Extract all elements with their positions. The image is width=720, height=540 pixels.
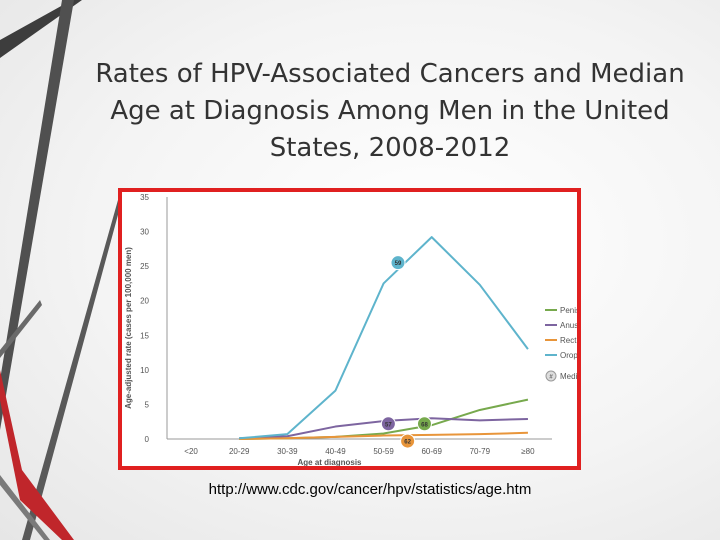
legend-label: Oropharynx [560,351,577,360]
median-marker-label: 62 [404,440,411,446]
legend-label: Anus [560,321,577,330]
median-marker-label: 59 [395,261,402,267]
x-tick-label: 50-59 [373,447,394,456]
deco-stripe-dark-4 [0,300,42,358]
source-url[interactable]: http://www.cdc.gov/cancer/hpv/statistics… [208,481,532,498]
y-tick-label: 20 [140,297,149,306]
x-tick-label: <20 [184,447,198,456]
deco-stripe-dark-3 [0,0,74,430]
x-tick-label: 20-29 [229,447,250,456]
median-marker-label: 68 [421,422,428,428]
y-tick-label: 0 [145,435,150,444]
x-tick-label: 40-49 [325,447,346,456]
chart-frame: 0 5 10 15 20 25 30 35 <20 20-29 30-39 40-49 50-59 60-… [118,188,581,470]
line-chart: 0 5 10 15 20 25 30 35 <20 20-29 30-39 40-49 50-59 60-… [124,193,577,466]
legend-median-symbol [545,370,557,382]
y-tick-label: 15 [140,331,149,340]
deco-stripe-dark-2 [22,200,122,540]
x-axis-title: Age at diagnosis [297,458,362,466]
series-line-oropharynx [239,236,529,440]
slide-title: Rates of HPV-Associated Cancers and Medi… [95,59,685,163]
y-tick-label: 30 [140,228,149,237]
median-marker-anus [380,416,396,432]
y-tick-label: 25 [140,262,149,271]
y-tick-label: 10 [140,366,149,375]
slide-decoration [0,0,122,540]
deco-stripe-dark-5 [0,475,50,540]
legend-median-symbol-text: # [549,375,553,381]
median-marker-rectum [400,433,416,449]
y-axis-title: Age-adjusted rate (cases per 100,000 men… [124,247,133,409]
median-marker-label: 57 [385,422,392,428]
x-tick-label: ≥80 [521,447,535,456]
median-marker-penis [416,416,432,432]
median-marker-oropharynx [390,255,406,271]
legend-label: Penis [560,306,577,315]
y-tick-label: 5 [145,400,150,409]
x-tick-label: 60-69 [421,447,442,456]
x-tick-label: 30-39 [277,447,298,456]
legend-label: Rectum [560,336,577,345]
legend-label: Median age [560,372,577,381]
series-line-rectum [239,431,528,440]
deco-stripe-red [0,370,74,540]
x-tick-label: 70-79 [470,447,491,456]
y-tick-label: 35 [140,193,149,202]
